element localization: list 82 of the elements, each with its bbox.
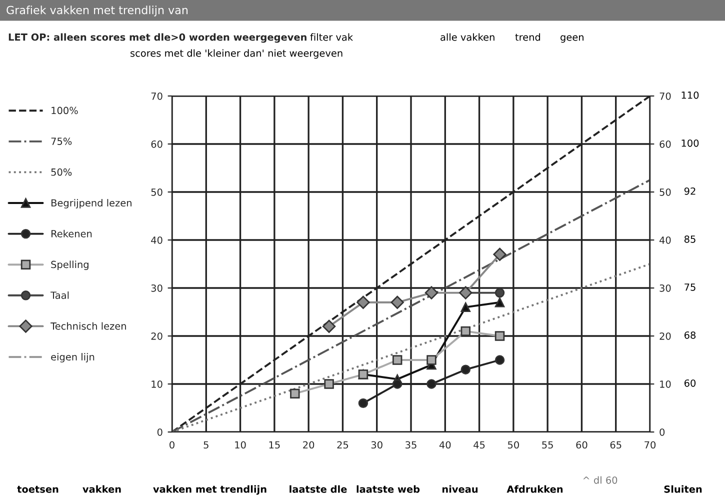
text: Sluiten: [664, 485, 702, 493]
x-tick-label: 10: [235, 441, 246, 449]
text: 68: [684, 331, 696, 339]
y-tick-label: 60: [151, 140, 162, 148]
x-tick-label: 65: [610, 441, 622, 449]
text: vakken: [82, 485, 121, 493]
legend-label: Taal: [50, 291, 69, 299]
y2-tick-label: 60: [660, 140, 671, 148]
y-tick-label: 10: [152, 380, 162, 388]
text: niveau: [442, 485, 478, 493]
legend-label: 50%: [51, 168, 72, 176]
text: Afdrukken: [506, 485, 563, 493]
y2-tick-label: 10: [660, 380, 671, 388]
point: [494, 331, 505, 341]
point: [494, 288, 505, 298]
point: [460, 302, 470, 312]
x-tick-label: 50: [508, 441, 519, 449]
x-tick-label: 70: [644, 441, 656, 449]
legend-label: Rekenen: [52, 230, 92, 238]
x-tick-label: 15: [269, 441, 280, 449]
x-tick-label: 60: [576, 441, 588, 449]
y-tick-label: 40: [151, 236, 162, 244]
point: [493, 248, 506, 261]
legend-label: Technisch lezen: [50, 322, 126, 330]
legend-label: 100%: [52, 106, 78, 114]
point: [460, 364, 470, 374]
text: 85: [684, 235, 696, 243]
text: toetsen: [17, 486, 58, 493]
x-tick-label: 25: [337, 441, 348, 449]
x-tick-label: 55: [542, 441, 553, 449]
point: [392, 379, 402, 389]
x-tick-label: 0: [170, 441, 174, 449]
legend-label: Spelling: [51, 260, 88, 270]
x-tick-label: 35: [406, 441, 416, 449]
point: [390, 296, 404, 309]
x-tick-label: 20: [303, 441, 314, 449]
y2-tick-label: 50: [660, 188, 671, 196]
y2-tick-label: 70: [660, 92, 671, 100]
point: [426, 355, 436, 365]
y-tick-label: 30: [151, 284, 162, 292]
y-tick-label: 50: [151, 188, 162, 196]
text: 75: [684, 284, 696, 291]
x-tick-label: 40: [439, 441, 451, 449]
text: 100: [682, 139, 699, 147]
chart-subtitle: LET OP: alleen scores met dle>0 worden weergegeven: [8, 33, 306, 43]
legend-label: Begrijpend lezen: [52, 199, 132, 208]
text: ^ dl 60: [583, 476, 618, 484]
point: [426, 379, 436, 389]
point: [356, 296, 370, 309]
text: geen: [560, 35, 584, 43]
x-tick-label: 45: [474, 441, 485, 449]
text: 92: [684, 187, 696, 195]
point: [322, 320, 336, 333]
y-tick-label: 70: [151, 92, 162, 100]
text: laatste dle: [290, 485, 347, 493]
text: trend: [515, 33, 540, 41]
y2-tick-label: 20: [660, 332, 671, 340]
point: [324, 379, 334, 389]
x-tick-label: 30: [371, 441, 382, 449]
text: filter vak: [310, 33, 354, 41]
point: [290, 388, 300, 398]
chart-title: Grafiek vakken met trendlijn van: [6, 6, 188, 16]
y2-tick-label: 40: [660, 236, 671, 244]
text: vakken met trendlijn: [153, 485, 266, 495]
x-tick-label: 5: [204, 441, 208, 449]
text: alle vakken: [440, 33, 494, 41]
legend-label: 75%: [51, 138, 72, 145]
text: laatste web: [356, 485, 420, 493]
point: [494, 298, 505, 308]
point: [460, 326, 470, 336]
point: [494, 355, 505, 365]
point: [392, 355, 402, 365]
text: 110: [682, 91, 699, 99]
text: 60: [684, 379, 696, 387]
point: [424, 286, 438, 300]
y-tick-label: 0: [157, 428, 162, 436]
text: scores met dle 'kleiner dan' niet weergeven: [130, 49, 342, 59]
point: [358, 398, 368, 408]
y-tick-label: 20: [151, 332, 162, 340]
legend-label: eigen lijn: [51, 353, 94, 362]
y2-tick-label: 0: [660, 428, 665, 436]
y2-tick-label: 30: [660, 284, 671, 292]
